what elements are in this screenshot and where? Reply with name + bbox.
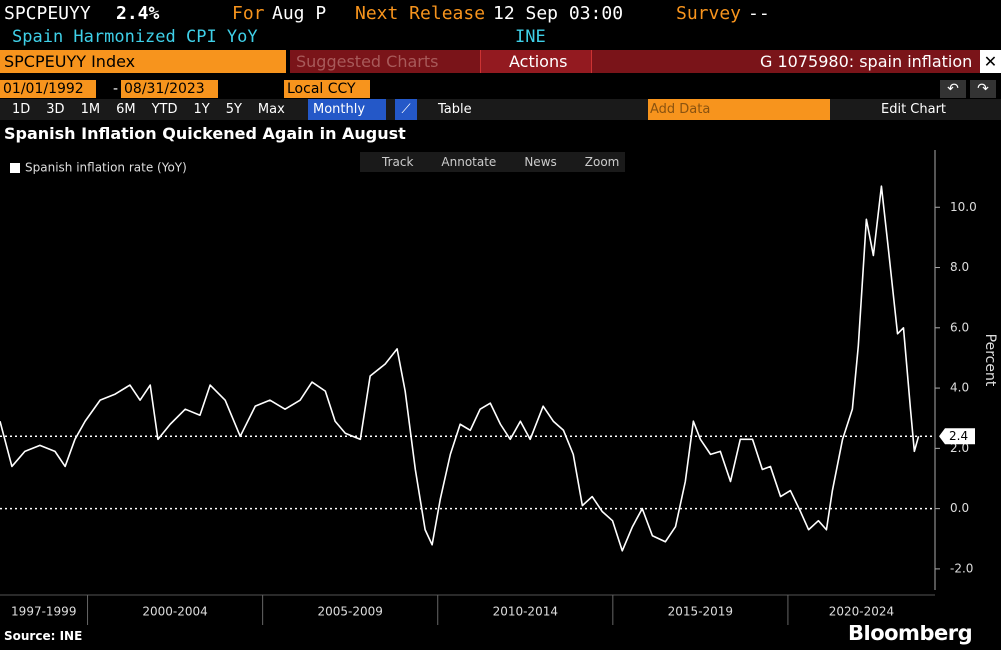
x-tick-label: 1997-1999 [11,605,76,619]
add-data[interactable]: Add Data [648,99,830,120]
next-release-label: Next Release [355,3,486,24]
chart-tools: Track Annotate News Zoom [360,152,626,172]
x-tick-label: 2015-2019 [668,605,733,619]
chart-title: Spanish Inflation Quickened Again in Aug… [4,124,406,143]
source-code: INE [515,27,546,47]
end-date[interactable]: 08/31/2023 [121,80,218,98]
y-tick-label: 6.0 [950,320,969,334]
y-axis-label: Percent [982,334,998,387]
suggested-charts[interactable]: Suggested Charts [296,52,439,71]
x-tick-label: 2010-2014 [493,605,558,619]
close-button[interactable]: ✕ [980,50,1001,73]
chart: -2.0 0.0 2.0 4.0 6.0 8.0 10.0 Percent 1997-1999 2… [0,150,998,625]
period-button[interactable]: 3D [46,102,65,117]
undo-button[interactable]: ↶ [940,80,966,98]
x-tick-label: 2005-2009 [317,605,382,619]
period-button[interactable]: 6M [116,102,136,117]
redo-button[interactable]: ↷ [970,80,996,98]
period-button[interactable]: 1Y [193,102,210,117]
date-separator: - [113,81,119,97]
chart-tool[interactable]: Track [382,155,414,169]
series-line [0,185,920,552]
last-value-label: 2.4 [949,429,968,443]
y-tick-label: 2.0 [950,441,969,455]
period-button[interactable]: 5Y [225,102,242,117]
survey-label: Survey [676,3,742,24]
y-tick-label: 0.0 [950,501,969,515]
period-button[interactable]: YTD [151,102,178,117]
period-button[interactable]: 1M [80,102,101,117]
for-label: For [232,3,265,24]
period-button[interactable]: Max [257,102,285,117]
chart-tool[interactable]: Annotate [441,155,497,169]
next-release-date: 12 Sep 03:00 [493,3,624,24]
ticker: SPCPEUYY [4,3,91,24]
description: Spain Harmonized CPI YoY [12,27,258,47]
last-price: 2.4% [116,3,160,24]
command: G 1075980: spain inflation [760,52,973,71]
edit-chart[interactable]: Edit Chart [881,102,947,117]
source: Source: INE [4,629,83,643]
legend-label: Spanish inflation rate (YoY) [25,161,187,175]
security-field[interactable]: SPCPEUYY Index [0,50,286,73]
y-tick-label: 4.0 [950,381,969,395]
x-tick-label: 2020-2024 [829,605,894,619]
currency[interactable]: Local CCY [284,80,370,98]
legend-swatch [10,163,20,173]
period-button[interactable]: 1D [12,102,31,117]
x-tick-label: 2000-2004 [142,605,207,619]
y-tick-label: -2.0 [950,561,973,575]
y-tick-label: 10.0 [950,200,977,214]
period-buttons: 1D 3D 1M 6M YTD 1Y 5Y Max [4,99,293,120]
chart-type-button[interactable]: ⟋ [395,99,417,120]
y-tick-label: 8.0 [950,260,969,274]
table-button[interactable]: Table [438,102,472,117]
chart-tool[interactable]: News [524,155,557,169]
chart-tool[interactable]: Zoom [584,155,620,169]
actions-button[interactable]: Actions [480,50,592,73]
command-bar [290,50,1001,73]
survey-value: -- [748,3,770,24]
period: Aug P [272,3,327,24]
last-value-box [939,428,975,445]
start-date[interactable]: 01/01/1992 [0,80,96,98]
brand: Bloomberg [848,621,973,645]
frequency-select[interactable]: Monthly [308,99,386,120]
